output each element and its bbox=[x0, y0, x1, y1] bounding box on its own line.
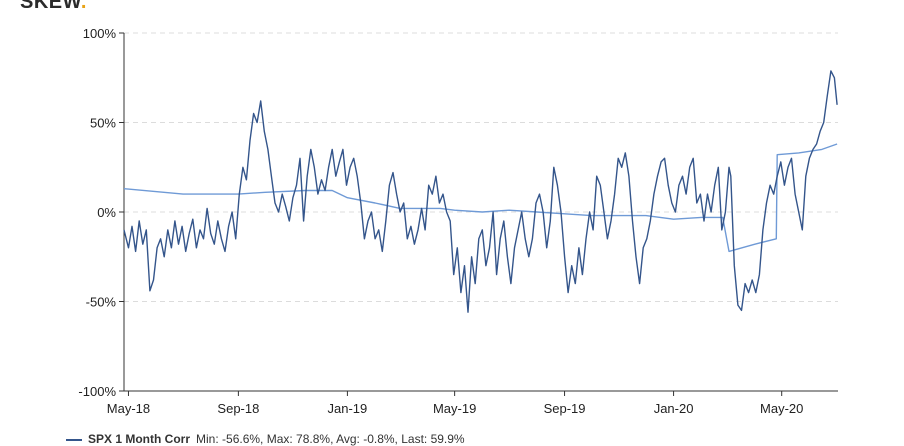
brand-logo: SKEW. bbox=[20, 0, 87, 13]
x-tick-label: May-19 bbox=[433, 401, 476, 416]
x-tick-label: Sep-18 bbox=[217, 401, 259, 416]
x-tick-label: Sep-19 bbox=[544, 401, 586, 416]
x-tick-label: May-18 bbox=[107, 401, 150, 416]
y-tick-label: -50% bbox=[86, 295, 117, 310]
legend: SPX 1 Month Corr Min: -56.6%, Max: 78.8%,… bbox=[66, 432, 465, 446]
x-axis-ticks: May-18 Sep-18 Jan-19 May-19 Sep-19 Jan-20 May-… bbox=[107, 391, 803, 416]
series-line-spx-1-month-corr bbox=[123, 70, 838, 313]
x-tick-label: Jan-19 bbox=[328, 401, 368, 416]
y-tick-label: 0% bbox=[97, 205, 116, 220]
x-tick-label: Jan-20 bbox=[654, 401, 694, 416]
legend-series-stats: Min: -56.6%, Max: 78.8%, Avg: -0.8%, Las… bbox=[196, 432, 465, 446]
legend-swatch bbox=[66, 438, 82, 441]
legend-series-name: SPX 1 Month Corr bbox=[88, 432, 191, 446]
grid-lines bbox=[124, 32, 838, 302]
x-tick-label: May-20 bbox=[760, 401, 803, 416]
y-tick-label: -100% bbox=[78, 384, 116, 399]
y-tick-label: 100% bbox=[83, 26, 117, 41]
y-axis-ticks: 100% 50% 0% -50% -100% bbox=[78, 26, 124, 399]
y-tick-label: 50% bbox=[90, 116, 116, 131]
series-lines bbox=[123, 70, 838, 313]
